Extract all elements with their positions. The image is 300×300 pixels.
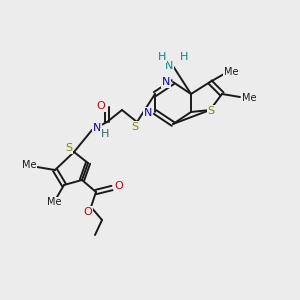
Text: Me: Me: [22, 160, 36, 170]
Text: H: H: [180, 52, 188, 62]
Text: Me: Me: [47, 197, 61, 207]
Text: O: O: [84, 207, 92, 217]
Text: N: N: [93, 123, 101, 133]
Text: H: H: [158, 52, 166, 62]
Text: Me: Me: [224, 67, 238, 77]
Text: S: S: [207, 106, 214, 116]
Text: O: O: [115, 181, 123, 191]
Text: N: N: [165, 61, 173, 71]
Text: O: O: [97, 101, 105, 111]
Text: N: N: [162, 77, 170, 87]
Text: S: S: [131, 122, 139, 132]
Text: H: H: [101, 129, 109, 139]
Text: S: S: [65, 143, 73, 153]
Text: Me: Me: [242, 93, 256, 103]
Text: N: N: [144, 108, 152, 118]
